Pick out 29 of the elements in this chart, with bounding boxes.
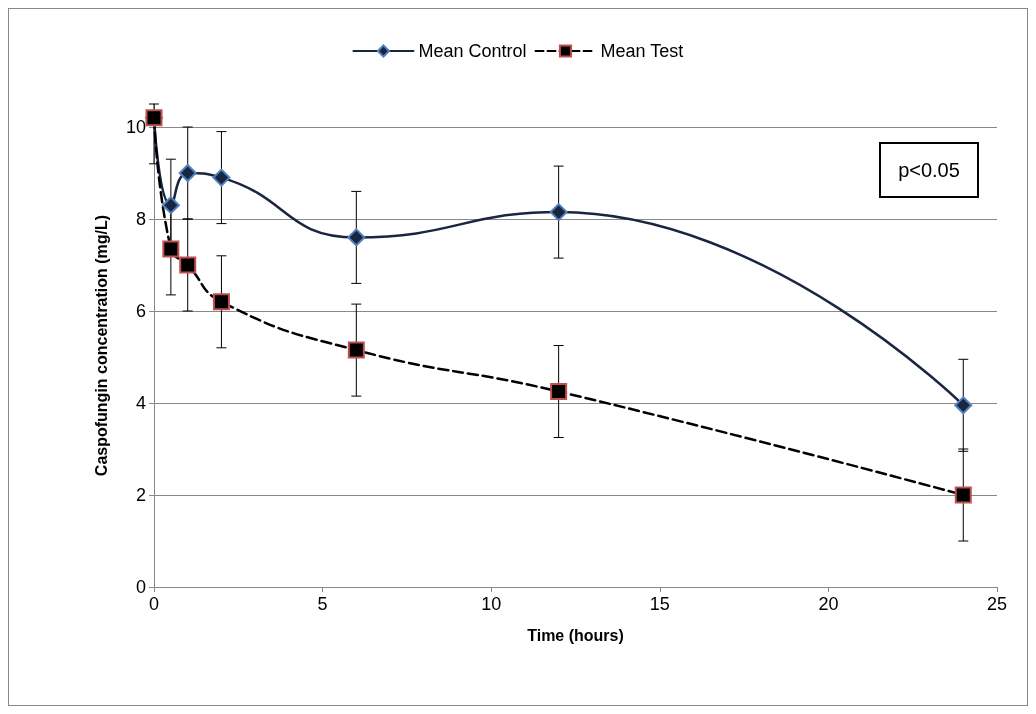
point xyxy=(179,256,197,274)
x-tick-label: 15 xyxy=(649,594,670,614)
point xyxy=(347,341,365,359)
point xyxy=(212,293,230,311)
x-tick-label: 10 xyxy=(481,594,502,614)
point xyxy=(549,203,568,222)
y-tick-label: 0 xyxy=(135,577,146,597)
point xyxy=(954,486,972,504)
legend-label: Mean Control xyxy=(418,41,527,61)
x-tick-label: 0 xyxy=(148,594,160,614)
x-axis-title: Time (hours) xyxy=(527,626,624,644)
point xyxy=(954,396,973,415)
y-tick-label: 2 xyxy=(135,485,146,505)
y-tick-label: 8 xyxy=(135,209,146,229)
annotation: p<0.05 xyxy=(898,159,960,181)
x-tick-label: 5 xyxy=(317,594,328,614)
y-axis-title: Caspofungin concentration (mg/L) xyxy=(92,214,110,477)
legend-label: Mean Test xyxy=(600,41,684,61)
point xyxy=(550,383,568,400)
point xyxy=(212,168,231,187)
y-tick-label: 10 xyxy=(125,117,146,137)
x-tick-label: 25 xyxy=(986,594,1008,614)
point xyxy=(178,164,197,182)
x-tick-label: 20 xyxy=(818,594,839,614)
point xyxy=(161,196,180,215)
y-tick-label: 6 xyxy=(135,301,146,321)
y-tick-label: 4 xyxy=(135,393,146,413)
point xyxy=(162,240,180,258)
point xyxy=(347,228,366,247)
